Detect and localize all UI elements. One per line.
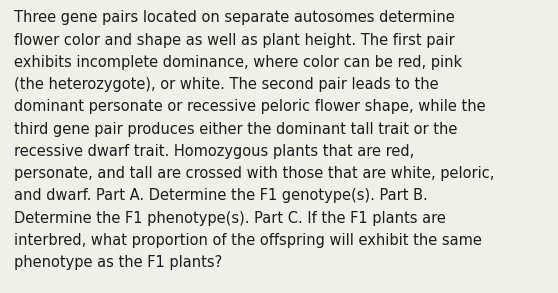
Text: phenotype as the F1 plants?: phenotype as the F1 plants?	[14, 255, 222, 270]
Text: interbred, what proportion of the offspring will exhibit the same: interbred, what proportion of the offspr…	[14, 233, 482, 248]
Text: personate, and tall are crossed with those that are white, peloric,: personate, and tall are crossed with tho…	[14, 166, 494, 181]
Text: dominant personate or recessive peloric flower shape, while the: dominant personate or recessive peloric …	[14, 99, 485, 114]
Text: and dwarf. Part A. Determine the F1 genotype(s). Part B.: and dwarf. Part A. Determine the F1 geno…	[14, 188, 427, 203]
Text: Determine the F1 phenotype(s). Part C. If the F1 plants are: Determine the F1 phenotype(s). Part C. I…	[14, 211, 446, 226]
Text: exhibits incomplete dominance, where color can be red, pink: exhibits incomplete dominance, where col…	[14, 55, 462, 70]
Text: recessive dwarf trait. Homozygous plants that are red,: recessive dwarf trait. Homozygous plants…	[14, 144, 414, 159]
Text: (the heterozygote), or white. The second pair leads to the: (the heterozygote), or white. The second…	[14, 77, 439, 92]
Text: flower color and shape as well as plant height. The first pair: flower color and shape as well as plant …	[14, 33, 455, 47]
Text: third gene pair produces either the dominant tall trait or the: third gene pair produces either the domi…	[14, 122, 458, 137]
Text: Three gene pairs located on separate autosomes determine: Three gene pairs located on separate aut…	[14, 10, 455, 25]
